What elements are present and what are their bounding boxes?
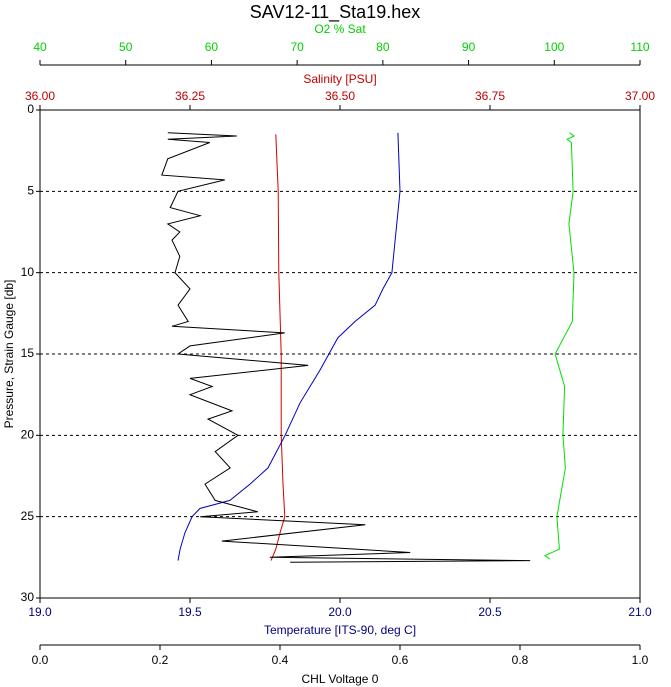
x-tick-label: 37.00: [625, 89, 655, 103]
x-axis-label: Salinity [PSU]: [303, 72, 376, 86]
x-tick-label: 0.8: [512, 653, 529, 667]
profile-line: [177, 132, 401, 561]
x-tick-label: 36.25: [175, 89, 205, 103]
x-axis-label: Temperature [ITS-90, deg C]: [264, 623, 416, 637]
x-tick-label: 0.0: [32, 653, 49, 667]
y-tick-label: 20: [21, 428, 35, 442]
x-tick-label: 19.5: [178, 605, 202, 619]
x-axis-label: CHL Voltage 0: [302, 672, 379, 686]
x-tick-label: 0.4: [272, 653, 289, 667]
profile-line: [543, 132, 575, 560]
x-tick-label: 36.50: [325, 89, 355, 103]
x-tick-label: 20.0: [328, 605, 352, 619]
x-tick-label: 19.0: [28, 605, 52, 619]
x-tick-label: 70: [290, 40, 304, 54]
x-tick-label: 80: [376, 40, 390, 54]
x-tick-label: 110: [630, 40, 649, 54]
x-tick-label: 36.00: [25, 89, 55, 103]
x-tick-label: 21.0: [628, 605, 652, 619]
x-tick-label: 0.6: [392, 653, 409, 667]
profile-line: [161, 132, 531, 563]
y-axis-label: Pressure, Strain Gauge [db]: [2, 280, 16, 429]
y-tick-label: 15: [21, 346, 35, 360]
x-axis-label: O2 % Sat: [314, 22, 366, 36]
x-tick-label: 100: [544, 40, 564, 54]
y-tick-label: 25: [21, 509, 35, 523]
x-tick-label: 90: [462, 40, 476, 54]
profile-line: [270, 134, 286, 561]
y-tick-label: 0: [27, 102, 34, 116]
x-tick-label: 1.0: [632, 653, 649, 667]
x-tick-label: 40: [33, 40, 47, 54]
x-tick-label: 20.5: [478, 605, 502, 619]
y-tick-label: 5: [27, 184, 34, 198]
chart-title: SAV12-11_Sta19.hex: [250, 2, 420, 23]
plot-frame: [39, 109, 641, 599]
x-tick-label: 0.2: [152, 653, 169, 667]
x-tick-label: 60: [205, 40, 219, 54]
x-tick-label: 50: [119, 40, 133, 54]
x-tick-label: 36.75: [475, 89, 505, 103]
y-tick-label: 10: [21, 265, 35, 279]
y-tick-label: 30: [21, 590, 35, 604]
